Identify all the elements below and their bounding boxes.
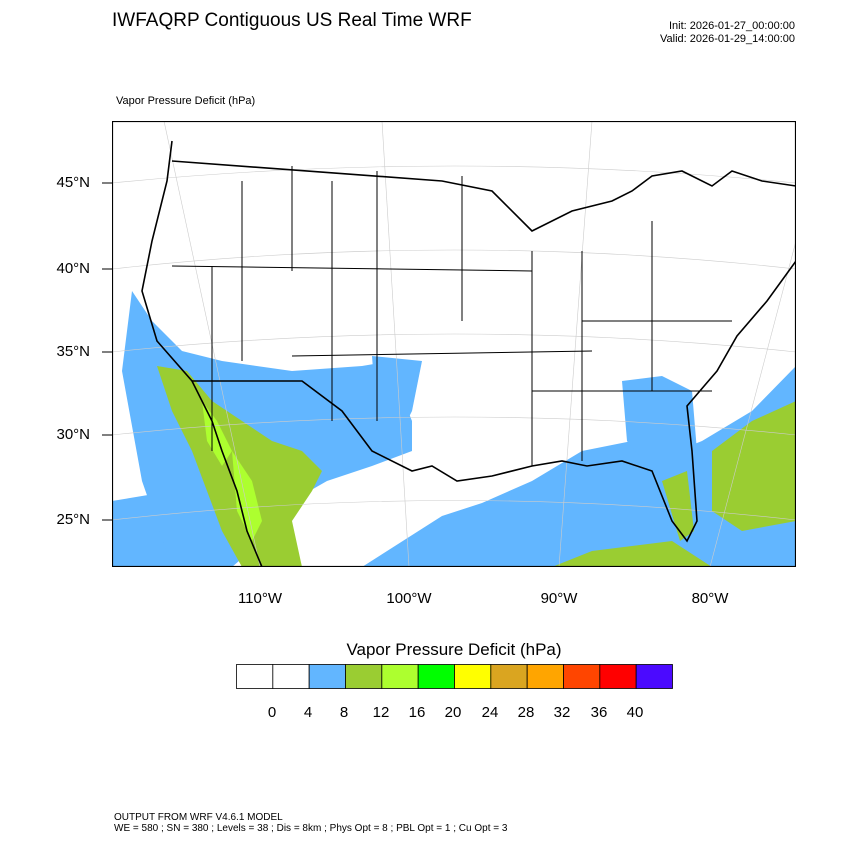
colorbar-swatch <box>635 664 673 689</box>
figure-title: IWFAQRP Contiguous US Real Time WRF <box>112 10 472 31</box>
lat-label: 30°N <box>56 426 90 443</box>
map-panel <box>112 121 796 567</box>
valid-time: Valid: 2026-01-29_14:00:00 <box>660 33 795 45</box>
lon-label: 90°W <box>540 590 578 607</box>
colorbar-label: 28 <box>517 704 535 721</box>
state-borders <box>171 166 732 466</box>
colorbar-swatch <box>490 664 528 689</box>
colorbar-swatch <box>308 664 346 689</box>
colorbar-swatch <box>563 664 601 689</box>
init-time: Init: 2026-01-27_00:00:00 <box>669 20 795 32</box>
colorbar-label: 4 <box>303 704 313 721</box>
lat-label: 40°N <box>56 260 90 277</box>
colorbar-label: 40 <box>626 704 644 721</box>
lon-label: 80°W <box>691 590 729 607</box>
colorbar <box>236 664 673 689</box>
model-footer: OUTPUT FROM WRF V4.6.1 MODEL <box>114 812 283 823</box>
lat-label: 35°N <box>56 343 90 360</box>
model-config: WE = 580 ; SN = 380 ; Levels = 38 ; Dis … <box>114 823 508 834</box>
colorbar-label: 32 <box>553 704 571 721</box>
lon-label: 100°W <box>386 590 432 607</box>
field-label: Vapor Pressure Deficit (hPa) <box>116 95 256 107</box>
colorbar-label: 24 <box>481 704 499 721</box>
colorbar-swatch <box>599 664 637 689</box>
colorbar-label: 8 <box>339 704 349 721</box>
lat-ticks <box>102 182 112 521</box>
colorbar-label: 0 <box>267 704 277 721</box>
colorbar-swatch <box>236 664 274 689</box>
colorbar-label: 20 <box>444 704 462 721</box>
colorbar-title: Vapor Pressure Deficit (hPa) <box>346 640 562 659</box>
colorbar-swatch <box>381 664 419 689</box>
colorbar-label: 12 <box>372 704 390 721</box>
colorbar-swatch <box>526 664 564 689</box>
coastline <box>141 140 796 567</box>
lat-label: 25°N <box>56 511 90 528</box>
colorbar-swatch <box>272 664 310 689</box>
lat-label: 45°N <box>56 174 90 191</box>
lon-label: 110°W <box>237 590 283 607</box>
colorbar-label: 16 <box>408 704 426 721</box>
colorbar-label: 36 <box>590 704 608 721</box>
vpd-shading <box>112 291 796 567</box>
colorbar-swatch <box>454 664 492 689</box>
colorbar-swatch <box>345 664 383 689</box>
colorbar-swatch <box>417 664 455 689</box>
